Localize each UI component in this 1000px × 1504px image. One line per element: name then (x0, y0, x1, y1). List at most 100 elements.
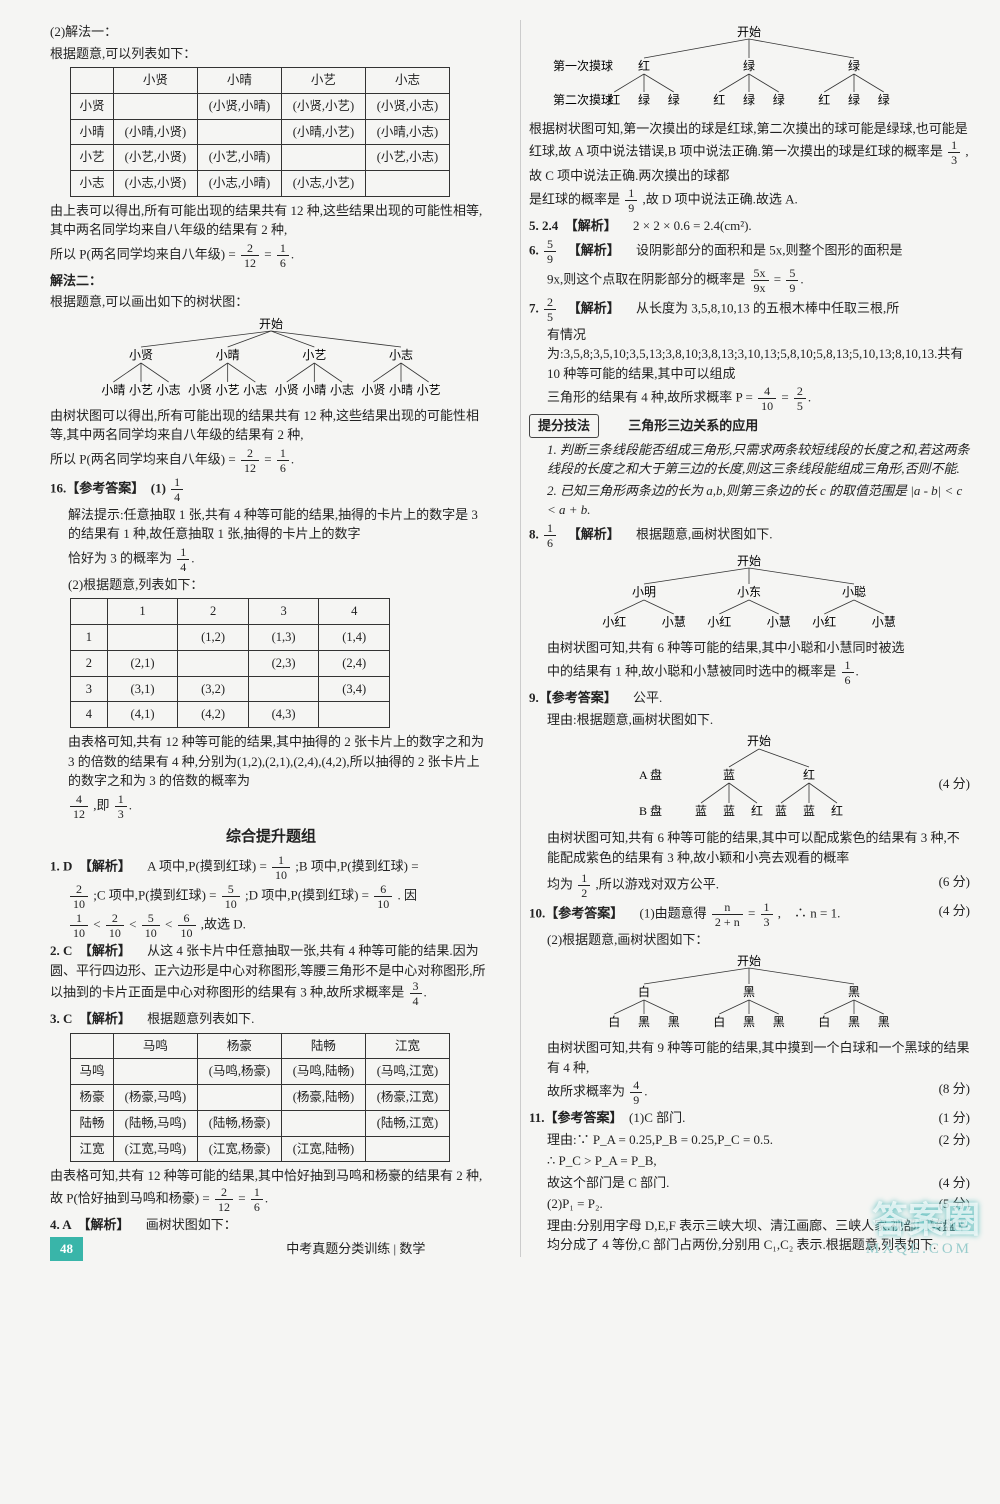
svg-text:小贤: 小贤 (275, 383, 299, 397)
svg-text:白: 白 (819, 1014, 831, 1029)
q10: 10.【参考答案】 (1)由题意得 n2 + n = 13 , ∴ n = 1.… (529, 901, 970, 928)
q1: 1. D 【解析】 A 项中,P(摸到红球) = 110 ;B 项中,P(摸到红… (50, 854, 492, 881)
q3-after: 由表格可知,共有 12 种等可能的结果,其中恰好抽到马鸣和杨豪的结果有 2 种,… (50, 1166, 492, 1213)
svg-text:小志: 小志 (389, 348, 413, 362)
right-column: 开始红绿绿红绿绿红绿绿红绿绿第一次摸球第二次摸球 根据树状图可知,第一次摸出的球… (520, 20, 970, 1257)
t1-text: 所以 P(两名同学均来自八年级) = (50, 246, 239, 261)
svg-text:小东: 小东 (737, 585, 761, 599)
q3: 3. C 【解析】 根据题意列表如下. (50, 1009, 492, 1029)
m2-summary: 由树状图可以得出,所有可能出现的结果共有 12 种,这些结果出现的可能性相等,其… (50, 406, 492, 445)
svg-text:小艺: 小艺 (216, 383, 240, 397)
svg-text:绿: 绿 (848, 58, 860, 73)
svg-text:绿: 绿 (743, 58, 755, 73)
svg-text:B 盘: B 盘 (639, 803, 662, 818)
svg-text:A 盘: A 盘 (639, 767, 662, 782)
svg-text:小志: 小志 (157, 383, 181, 397)
svg-text:小红: 小红 (708, 614, 732, 629)
svg-text:小志: 小志 (243, 383, 267, 397)
svg-text:绿: 绿 (848, 92, 860, 107)
svg-text:小慧: 小慧 (872, 614, 896, 629)
svg-text:白: 白 (714, 1014, 726, 1029)
svg-text:小贤: 小贤 (129, 348, 153, 362)
svg-text:黑: 黑 (743, 1015, 755, 1029)
svg-text:蓝: 蓝 (723, 768, 735, 782)
svg-text:小晴: 小晴 (216, 348, 240, 362)
footer-text: 中考真题分类训练 | 数学 (286, 1241, 425, 1256)
svg-text:红: 红 (803, 767, 815, 782)
q2: 2. C 【解析】 从这 4 张卡片中任意抽取一张,共有 4 种等可能的结果.因… (50, 941, 492, 1007)
svg-text:蓝: 蓝 (695, 804, 707, 818)
svg-text:小晴: 小晴 (389, 383, 413, 397)
svg-text:开始: 开始 (737, 954, 761, 968)
svg-text:红: 红 (751, 803, 763, 818)
q5: 5. 2.4 【解析】 2 × 2 × 0.6 = 2.4(cm²). (529, 216, 970, 236)
svg-text:小贤: 小贤 (361, 383, 385, 397)
svg-text:黑: 黑 (743, 985, 755, 999)
frac-1-6: 16 (277, 242, 289, 269)
svg-text:开始: 开始 (737, 25, 761, 39)
q16-exp2: 恰好为 3 的概率为 14. (50, 546, 492, 573)
svg-text:小晴: 小晴 (302, 383, 326, 397)
svg-text:第一次摸球: 第一次摸球 (553, 59, 613, 73)
svg-text:白: 白 (609, 1014, 621, 1029)
table-3: 马鸣杨豪陆畅江宽马鸣(马鸣,杨豪)(马鸣,陆畅)(马鸣,江宽)杨豪(杨豪,马鸣)… (70, 1033, 450, 1163)
svg-text:开始: 开始 (747, 734, 771, 748)
svg-text:绿: 绿 (668, 92, 680, 107)
q16-after1: 由表格可知,共有 12 种等可能的结果,其中抽得的 2 张卡片上的数字之和为 3… (50, 732, 492, 791)
svg-text:绿: 绿 (773, 92, 785, 107)
frac-2-12: 212 (241, 242, 259, 269)
svg-text:小晴: 小晴 (101, 383, 125, 397)
q11: 11.【参考答案】 (1)C 部门. (1 分) (529, 1108, 970, 1128)
svg-text:黑: 黑 (773, 1015, 785, 1029)
svg-text:黑: 黑 (878, 1015, 890, 1029)
q7: 7. 25 【解析】 从长度为 3,5,8,10,13 的五根木棒中任取三根,所 (529, 296, 970, 323)
tree-8: 开始小明小东小聪小红小慧小红小慧小红小慧 (589, 551, 909, 636)
q4-explain: 根据树状图可知,第一次摸出的球是红球,第二次摸出的球可能是绿球,也可能是红球,故… (529, 119, 970, 185)
tip-block: 提分技法 三角形三边关系的应用 (529, 414, 970, 438)
svg-text:绿: 绿 (743, 92, 755, 107)
svg-text:绿: 绿 (878, 92, 890, 107)
q16-head: 16.【参考答案】 (1) 14 (50, 476, 492, 503)
svg-text:红: 红 (638, 58, 650, 73)
table-2: 12341(1,2)(1,3)(1,4)2(2,1)(2,3)(2,4)3(3,… (70, 598, 390, 728)
q4: 4. A 【解析】 画树状图如下： (50, 1215, 492, 1235)
svg-text:蓝: 蓝 (723, 804, 735, 818)
svg-text:小慧: 小慧 (662, 614, 686, 629)
section-title: 综合提升题组 (50, 826, 492, 849)
svg-text:小慧: 小慧 (767, 614, 791, 629)
method2-head: 解法二： (50, 271, 492, 291)
t1-after-a: 由上表可以得出,所有可能出现的结果共有 12 种,这些结果出现的可能性相等,其中… (50, 201, 492, 240)
method2-l1: 根据题意,可以画出如下的树状图： (50, 292, 492, 312)
q16-exp1: 解法提示:任意抽取 1 张,共有 4 种等可能的结果,抽得的卡片上的数字是 3 … (50, 505, 492, 544)
table-1: 小贤小晴小艺小志小贤(小贤,小晴)(小贤,小艺)(小贤,小志)小晴(小晴,小贤)… (70, 67, 450, 197)
q16-2: (2)根据题意,列表如下： (50, 575, 492, 595)
svg-text:红: 红 (819, 92, 831, 107)
svg-text:小贤: 小贤 (188, 383, 212, 397)
svg-text:小红: 小红 (603, 614, 627, 629)
t1-after-b: 所以 P(两名同学均来自八年级) = 212 = 16. (50, 242, 492, 269)
svg-text:小明: 小明 (632, 585, 656, 599)
tree-top: 开始红绿绿红绿绿红绿绿红绿绿第一次摸球第二次摸球 (549, 22, 949, 117)
svg-text:黑: 黑 (848, 1015, 860, 1029)
svg-text:白: 白 (638, 984, 650, 999)
page: (2)解法一： 根据题意,可以列表如下： 小贤小晴小艺小志小贤(小贤,小晴)(小… (0, 0, 1000, 1267)
svg-text:蓝: 蓝 (775, 804, 787, 818)
svg-text:小志: 小志 (330, 383, 354, 397)
page-number: 48 (50, 1237, 83, 1261)
svg-text:小红: 小红 (813, 614, 837, 629)
svg-text:绿: 绿 (638, 92, 650, 107)
svg-text:开始: 开始 (737, 554, 761, 568)
sec2-title: (2)解法一： (50, 22, 492, 42)
tree-1: 开始小贤小晴小艺小志小晴小艺小志小贤小艺小志小贤小晴小志小贤小晴小艺 (91, 314, 451, 404)
watermark-sub: MXQE.COM (866, 1238, 972, 1261)
svg-text:小艺: 小艺 (129, 383, 153, 397)
svg-text:黑: 黑 (638, 1015, 650, 1029)
q6: 6. 59 【解析】 设阴影部分的面积和是 5x,则整个图形的面积是 (529, 238, 970, 265)
svg-text:第二次摸球: 第二次摸球 (553, 93, 613, 107)
sec2-line1: 根据题意,可以列表如下： (50, 44, 492, 64)
tree-10: 开始白黑黑白黑黑白黑黑白黑黑 (589, 951, 909, 1036)
svg-text:开始: 开始 (259, 317, 283, 331)
svg-text:红: 红 (831, 803, 843, 818)
svg-text:小艺: 小艺 (417, 383, 441, 397)
q8: 8. 16 【解析】 根据题意,画树状图如下. (529, 522, 970, 549)
